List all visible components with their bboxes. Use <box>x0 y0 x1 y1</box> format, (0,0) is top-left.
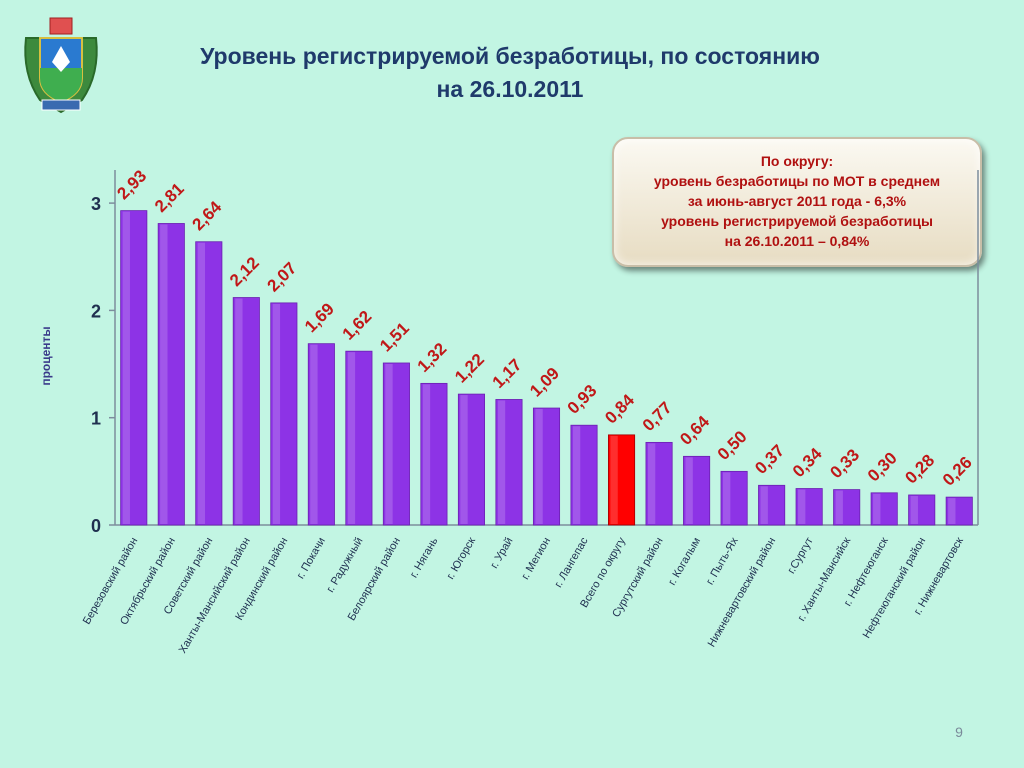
data-label: 0,37 <box>751 441 788 478</box>
bar <box>870 492 898 526</box>
data-label: 2,64 <box>188 197 225 234</box>
data-label: 1,09 <box>526 364 563 401</box>
data-label: 1,32 <box>414 339 451 376</box>
data-label: 1,17 <box>489 355 526 392</box>
data-label: 2,93 <box>113 166 150 203</box>
x-tick-label: г. Нягань <box>408 535 441 580</box>
bar <box>157 223 185 526</box>
bar <box>570 424 598 526</box>
x-tick-label: г. Лангепас <box>552 535 590 590</box>
bar <box>307 343 335 526</box>
x-tick-label: г. Пыть-Ях <box>704 535 741 587</box>
y-tick-label: 0 <box>91 516 101 536</box>
data-label: 2,81 <box>151 179 188 216</box>
note-line-2: уровень безработицы по МОТ в среднем <box>653 173 941 189</box>
bar <box>345 350 373 526</box>
bar-highlight <box>497 400 506 524</box>
bar <box>120 210 148 526</box>
bar-highlight <box>685 457 693 524</box>
data-label: 1,22 <box>451 350 488 387</box>
bar-highlight <box>235 298 243 524</box>
x-tick-label: Ханты-Мансийский район <box>177 536 253 656</box>
bar <box>532 407 561 526</box>
y-tick-label: 3 <box>91 194 101 214</box>
title-line-2: на 26.10.2011 <box>436 76 584 102</box>
bar-highlight <box>272 303 281 524</box>
data-label: 0,50 <box>714 427 751 464</box>
bar <box>645 441 673 526</box>
bar-highlight <box>122 211 130 524</box>
x-tick-label: г. Югорск <box>445 535 479 581</box>
bar-highlight <box>385 363 393 524</box>
note-line-4: уровень регистрируемой безработицы <box>661 213 933 229</box>
data-label: 1,51 <box>376 319 413 356</box>
bar <box>232 297 260 526</box>
bar <box>833 489 861 526</box>
bar <box>382 362 410 526</box>
bar-highlight <box>610 435 618 524</box>
data-label: 0,77 <box>639 398 676 435</box>
page-number: 9 <box>955 724 963 740</box>
data-label: 1,62 <box>339 307 376 344</box>
x-tick-label: г. Радужный <box>324 536 365 595</box>
bar-highlight <box>798 489 806 524</box>
data-label: 0,26 <box>939 453 976 490</box>
note-line-5: на 26.10.2011 – 0,84% <box>724 233 870 249</box>
coat-of-arms-icon <box>24 17 98 114</box>
bar <box>758 484 786 526</box>
x-tick-label: г. Покачи <box>295 536 328 582</box>
bar-highlight <box>647 443 656 524</box>
y-tick-label: 1 <box>91 409 101 429</box>
x-tick-label: г.Сургут <box>785 536 815 576</box>
bar <box>908 494 936 526</box>
data-label: 0,33 <box>826 445 863 482</box>
bar-highlight <box>197 242 206 524</box>
data-label: 0,93 <box>564 381 601 418</box>
bar-highlight <box>760 486 768 524</box>
bar-highlight <box>948 498 956 524</box>
bar <box>495 399 523 526</box>
bar <box>270 302 298 526</box>
slide-title: Уровень регистрируемой безработицы, по с… <box>200 40 820 106</box>
bar <box>195 241 223 526</box>
bar <box>795 488 823 526</box>
note-line-1: По округу: <box>760 153 834 169</box>
bar <box>608 434 636 526</box>
bar <box>457 393 485 526</box>
y-axis-label: проценты <box>39 326 53 385</box>
bar-highlight <box>422 384 431 524</box>
x-tick-label: Нижневартовский район <box>706 536 779 650</box>
bar-highlight <box>873 493 881 524</box>
bar-highlight <box>160 224 168 524</box>
x-tick-label: г. Мегион <box>519 536 553 582</box>
bar-highlight <box>572 426 581 524</box>
bar <box>945 496 973 526</box>
x-tick-label: г. Урай <box>488 536 515 571</box>
y-tick-label: 2 <box>91 301 101 321</box>
bar-highlight <box>535 409 543 524</box>
bar-highlight <box>835 490 843 524</box>
bar <box>420 382 448 526</box>
bar <box>683 455 711 526</box>
summary-note-box: По округу: уровень безработицы по МОТ в … <box>612 137 982 267</box>
data-label: 0,84 <box>601 390 638 427</box>
data-label: 2,12 <box>226 253 263 290</box>
data-label: 0,64 <box>676 412 713 449</box>
bar-highlight <box>460 395 468 524</box>
bar-highlight <box>347 352 356 524</box>
note-line-3: за июнь-август 2011 года - 6,3% <box>687 193 907 209</box>
data-label: 1,69 <box>301 299 338 336</box>
x-tick-label: г. Когалым <box>666 536 703 588</box>
data-label: 0,34 <box>789 444 826 481</box>
data-label: 0,28 <box>901 451 938 488</box>
data-label: 2,07 <box>264 259 301 296</box>
bar-highlight <box>722 472 731 524</box>
bar-highlight <box>310 344 318 524</box>
title-line-1: Уровень регистрируемой безработицы, по с… <box>200 43 820 69</box>
bar <box>720 470 748 526</box>
data-label: 0,30 <box>864 449 901 486</box>
bar-highlight <box>910 495 918 524</box>
